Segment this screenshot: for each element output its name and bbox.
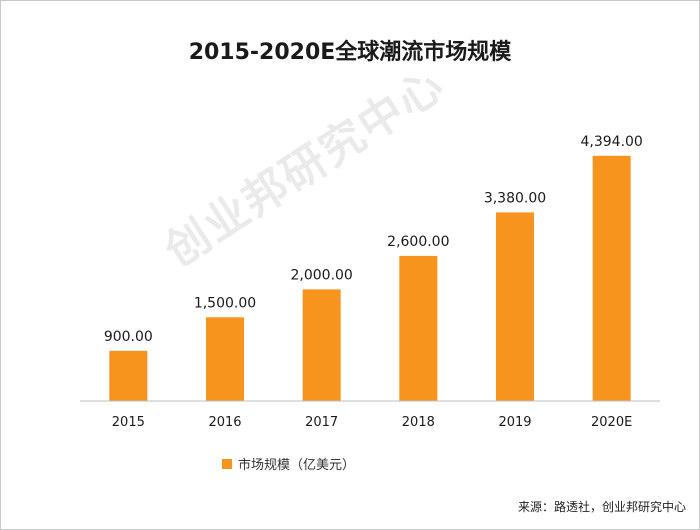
legend-label: 市场规模（亿美元）	[238, 458, 356, 473]
bar-2017	[302, 289, 341, 401]
bars-layer	[109, 155, 631, 401]
data-label-2020E: 4,394.00	[580, 134, 642, 150]
x-tick-label-2018: 2018	[402, 415, 435, 430]
x-tick-label-2016: 2016	[208, 415, 241, 430]
ticks-layer: 2015 2016 2017 2018 2019 2020E	[112, 415, 633, 430]
data-label-2017: 2,000.00	[290, 267, 352, 283]
legend: 市场规模（亿美元）	[222, 454, 355, 473]
chart-title: 2015-2020E全球潮流市场规模	[188, 40, 512, 65]
data-label-2015: 900.00	[104, 329, 153, 345]
x-tick-label-2015: 2015	[112, 415, 145, 430]
data-label-2018: 2,600.00	[387, 234, 449, 250]
x-tick-label-2019: 2019	[498, 415, 531, 430]
x-tick-label-2017: 2017	[305, 415, 338, 430]
bar-2016	[206, 317, 244, 401]
x-tick-label-2020E: 2020E	[591, 415, 632, 430]
labels-layer: 900.00 1,500.00 2,000.00 2,600.00 3,380.00 4,…	[104, 134, 643, 345]
bar-2018	[399, 255, 438, 401]
data-label-2016: 1,500.00	[194, 295, 256, 311]
bar-2020E	[592, 155, 631, 401]
bar-2019	[496, 212, 534, 401]
data-label-2019: 3,380.00	[484, 190, 546, 206]
source-note: 来源：路透社，创业邦研究中心	[517, 500, 686, 514]
bar-2015	[109, 350, 148, 401]
legend-swatch	[222, 458, 232, 469]
